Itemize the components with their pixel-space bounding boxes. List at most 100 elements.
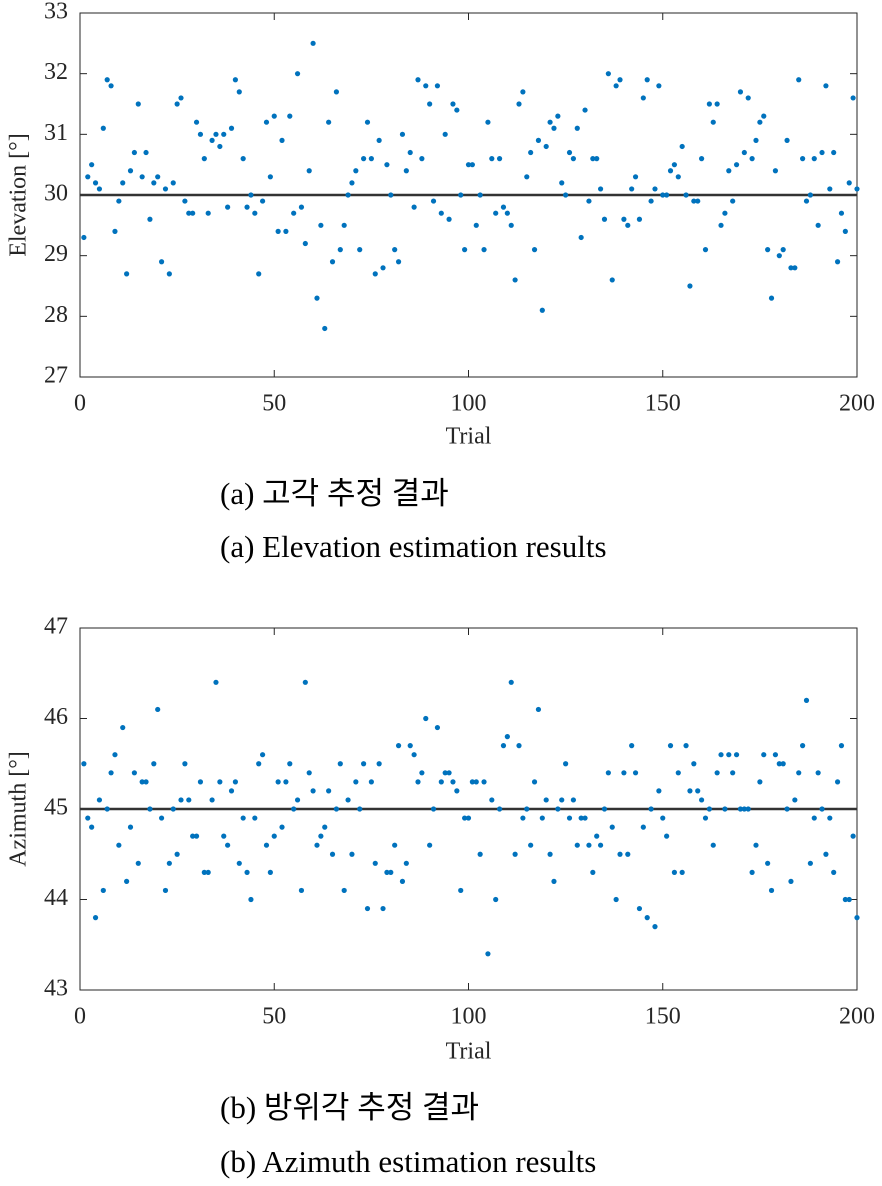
data-point [516,101,522,107]
data-point [322,824,328,830]
data-point [570,797,576,803]
data-point [201,156,207,162]
data-point [753,842,759,848]
caption: (a) Elevation estimation results [220,529,607,564]
data-point [279,824,285,830]
data-point [722,806,728,812]
data-point [267,174,273,180]
data-point [609,277,615,283]
data-point [512,277,518,283]
data-point [508,222,514,228]
data-point [232,77,238,83]
data-point [349,180,355,186]
data-point [458,887,464,894]
data-point [399,131,406,137]
data-point [733,162,740,168]
data-point [531,247,538,253]
data-point [846,896,852,903]
data-point [547,119,553,125]
data-point [174,101,180,107]
x-axis-label: Trial [446,424,492,450]
data-point [306,168,312,174]
data-point [403,860,409,866]
y-tick-label: 29 [44,241,68,267]
data-point [162,186,169,192]
data-point [504,210,510,216]
data-point [823,851,829,857]
data-point [256,271,262,277]
data-point [275,228,281,234]
data-point [831,149,837,156]
data-point [120,724,126,731]
data-point [357,806,363,812]
data-point [597,186,604,192]
y-tick-label: 28 [44,302,68,328]
data-point [555,113,561,119]
y-tick-label: 30 [44,181,68,207]
data-point [135,860,141,866]
data-point [473,779,479,785]
data-point [609,824,615,830]
data-point [570,156,576,162]
data-point [116,198,122,204]
x-tick-label: 50 [262,391,286,417]
data-point [298,887,305,894]
x-tick-label: 150 [645,391,681,417]
data-point [800,156,806,162]
data-point [648,806,654,812]
data-point [104,806,110,812]
data-point [687,283,693,289]
data-point [143,149,149,156]
y-tick-label: 31 [44,120,68,146]
x-tick-label: 200 [839,1004,875,1030]
data-point [318,833,324,839]
data-point [318,222,324,228]
y-tick-label: 46 [44,704,68,730]
data-point [353,168,359,174]
data-point [326,119,332,125]
data-point [656,788,662,794]
data-point [345,192,351,198]
data-point [271,833,277,839]
data-point [590,869,596,875]
data-point [640,95,646,101]
data-point [636,905,643,912]
data-point [89,824,95,830]
data-point [252,210,258,216]
data-point [120,180,126,186]
data-point [228,788,235,794]
data-point [586,198,592,204]
data-point [151,761,157,767]
data-point [112,228,118,234]
data-point [842,896,848,903]
data-point [815,222,821,228]
data-point [419,156,425,162]
data-point [329,851,336,857]
y-tick-label: 43 [44,976,68,1002]
data-point [761,113,767,119]
data-point [248,192,254,198]
data-point [796,770,802,776]
data-point [361,761,367,767]
data-point [539,307,545,313]
data-point [765,860,771,866]
data-point [205,869,211,875]
data-point [819,149,825,156]
data-point [236,860,242,866]
data-point [131,770,137,776]
data-point [139,174,145,180]
data-point [578,234,584,241]
data-point [524,174,530,180]
data-point [147,806,153,812]
data-point [127,168,134,174]
data-point [427,101,433,107]
data-point [741,806,747,812]
data-point [458,192,464,198]
data-point [92,915,99,921]
data-point [442,131,448,137]
data-point [582,815,588,821]
data-point [178,95,184,101]
data-point [116,842,122,848]
data-point [279,137,285,143]
data-point [485,951,491,957]
